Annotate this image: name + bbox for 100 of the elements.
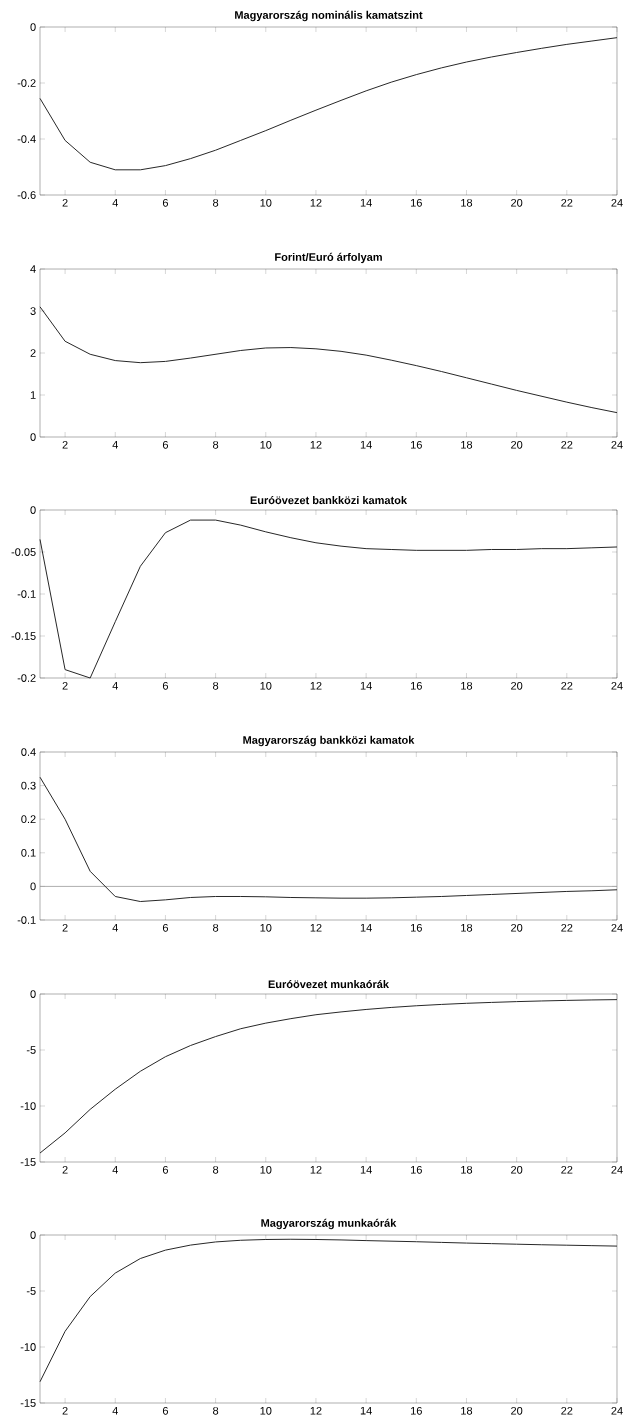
x-tick-label: 4 xyxy=(112,681,118,690)
x-tick-label: 12 xyxy=(310,198,322,207)
y-tick-label: 0.2 xyxy=(21,815,36,824)
x-tick-label: 10 xyxy=(260,923,272,932)
y-tick-label: -10 xyxy=(20,1102,36,1110)
x-tick-label: 12 xyxy=(310,1406,322,1415)
x-tick-label: 24 xyxy=(611,198,623,207)
x-tick-label: 6 xyxy=(162,681,168,690)
line-series xyxy=(39,999,618,1154)
x-tick-label: 22 xyxy=(561,681,573,690)
x-tick-label: 8 xyxy=(213,1406,219,1415)
x-tick-label: 6 xyxy=(162,198,168,207)
x-tick-label: 10 xyxy=(260,681,272,690)
x-tick-label: 16 xyxy=(411,1165,422,1174)
y-tick-label: 2 xyxy=(30,349,36,357)
x-tick-label: 20 xyxy=(511,923,523,932)
x-tick-label: 4 xyxy=(112,1406,118,1415)
x-tick-label: 24 xyxy=(611,923,623,932)
x-tick-label: 2 xyxy=(62,1406,68,1415)
x-tick-label: 6 xyxy=(162,923,168,932)
y-tick-label: -15 xyxy=(20,1158,36,1166)
chart-title: Euróövezet munkaórák xyxy=(268,979,390,989)
y-tick-label: 0 xyxy=(30,882,36,891)
x-tick-label: 20 xyxy=(511,681,523,690)
x-tick-label: 14 xyxy=(360,1406,372,1415)
x-tick-label: 6 xyxy=(162,440,168,449)
x-tick-label: 2 xyxy=(62,681,68,690)
x-tick-label: 4 xyxy=(112,923,118,932)
x-tick-label: 20 xyxy=(511,1165,523,1174)
x-tick-label: 20 xyxy=(511,440,523,449)
chart-title: Magyarország bankközi kamatok xyxy=(243,735,415,747)
x-tick-label: 12 xyxy=(310,923,322,932)
x-tick-label: 12 xyxy=(310,1165,322,1174)
y-tick-label: -0.15 xyxy=(11,632,36,640)
y-tick-label: 4 xyxy=(30,265,36,273)
x-tick-label: 2 xyxy=(62,440,68,449)
y-tick-label: -15 xyxy=(20,1399,36,1407)
x-tick-label: 14 xyxy=(360,1165,372,1174)
x-tick-label: 18 xyxy=(461,1406,473,1415)
y-tick-label: -0.2 xyxy=(17,79,36,87)
x-tick-label: 4 xyxy=(112,198,118,207)
x-tick-label: 16 xyxy=(411,440,422,449)
y-tick-label: -0.2 xyxy=(17,674,36,682)
y-tick-label: -0.1 xyxy=(17,916,36,924)
x-tick-label: 24 xyxy=(611,440,623,449)
y-tick-label: -10 xyxy=(20,1343,36,1351)
x-tick-label: 24 xyxy=(611,1165,623,1174)
x-tick-label: 18 xyxy=(461,681,473,690)
x-tick-label: 20 xyxy=(511,198,523,207)
x-tick-label: 10 xyxy=(260,440,272,449)
x-tick-label: 18 xyxy=(461,923,473,932)
x-tick-label: 12 xyxy=(310,681,322,690)
chart-title: Magyarország nominális kamatszint xyxy=(235,10,423,22)
x-tick-label: 8 xyxy=(213,198,219,207)
y-tick-label: 0 xyxy=(30,990,36,998)
chart-title: Euróövezet bankközi kamatok xyxy=(250,495,408,505)
y-tick-label: 0.3 xyxy=(21,781,36,790)
x-tick-label: 14 xyxy=(360,923,372,932)
x-tick-label: 20 xyxy=(511,1406,523,1415)
y-tick-label: -0.05 xyxy=(11,548,36,556)
x-tick-label: 12 xyxy=(310,440,322,449)
y-tick-label: -0.6 xyxy=(17,191,36,199)
x-tick-label: 14 xyxy=(360,198,372,207)
x-tick-label: 10 xyxy=(260,198,272,207)
x-tick-label: 16 xyxy=(411,198,422,207)
x-tick-label: 6 xyxy=(162,1406,168,1415)
x-tick-label: 16 xyxy=(411,681,422,690)
x-tick-label: 22 xyxy=(561,1165,573,1174)
x-tick-label: 4 xyxy=(112,440,118,449)
x-tick-label: 8 xyxy=(213,923,219,932)
x-tick-label: 10 xyxy=(260,1406,272,1415)
y-tick-label: 0 xyxy=(30,23,36,31)
x-tick-label: 22 xyxy=(561,1406,573,1415)
x-tick-label: 8 xyxy=(213,1165,219,1174)
x-tick-label: 16 xyxy=(411,923,422,932)
y-tick-label: 1 xyxy=(30,391,36,399)
y-tick-label: 0 xyxy=(30,506,36,514)
x-tick-label: 8 xyxy=(213,440,219,449)
y-tick-label: 3 xyxy=(30,307,36,315)
y-tick-label: -5 xyxy=(26,1046,36,1054)
x-tick-label: 14 xyxy=(360,440,372,449)
x-tick-label: 18 xyxy=(461,1165,473,1174)
x-tick-label: 18 xyxy=(461,198,473,207)
x-tick-label: 2 xyxy=(62,1165,68,1174)
x-tick-label: 22 xyxy=(561,923,573,932)
y-tick-label: 0 xyxy=(30,1231,36,1239)
chart-title: Magyarország munkaórák xyxy=(261,1218,397,1230)
x-tick-label: 24 xyxy=(611,681,623,690)
x-tick-label: 10 xyxy=(260,1165,272,1174)
x-tick-label: 6 xyxy=(162,1165,168,1174)
y-tick-label: 0.1 xyxy=(21,848,36,857)
x-tick-label: 22 xyxy=(561,198,573,207)
x-tick-label: 24 xyxy=(611,1406,623,1415)
x-tick-label: 14 xyxy=(360,681,372,690)
x-tick-label: 2 xyxy=(62,923,68,932)
x-tick-label: 18 xyxy=(461,440,473,449)
line-series xyxy=(39,37,618,171)
x-tick-label: 2 xyxy=(62,198,68,207)
y-tick-label: 0 xyxy=(30,433,36,441)
chart-title: Forint/Euró árfolyam xyxy=(275,252,382,264)
